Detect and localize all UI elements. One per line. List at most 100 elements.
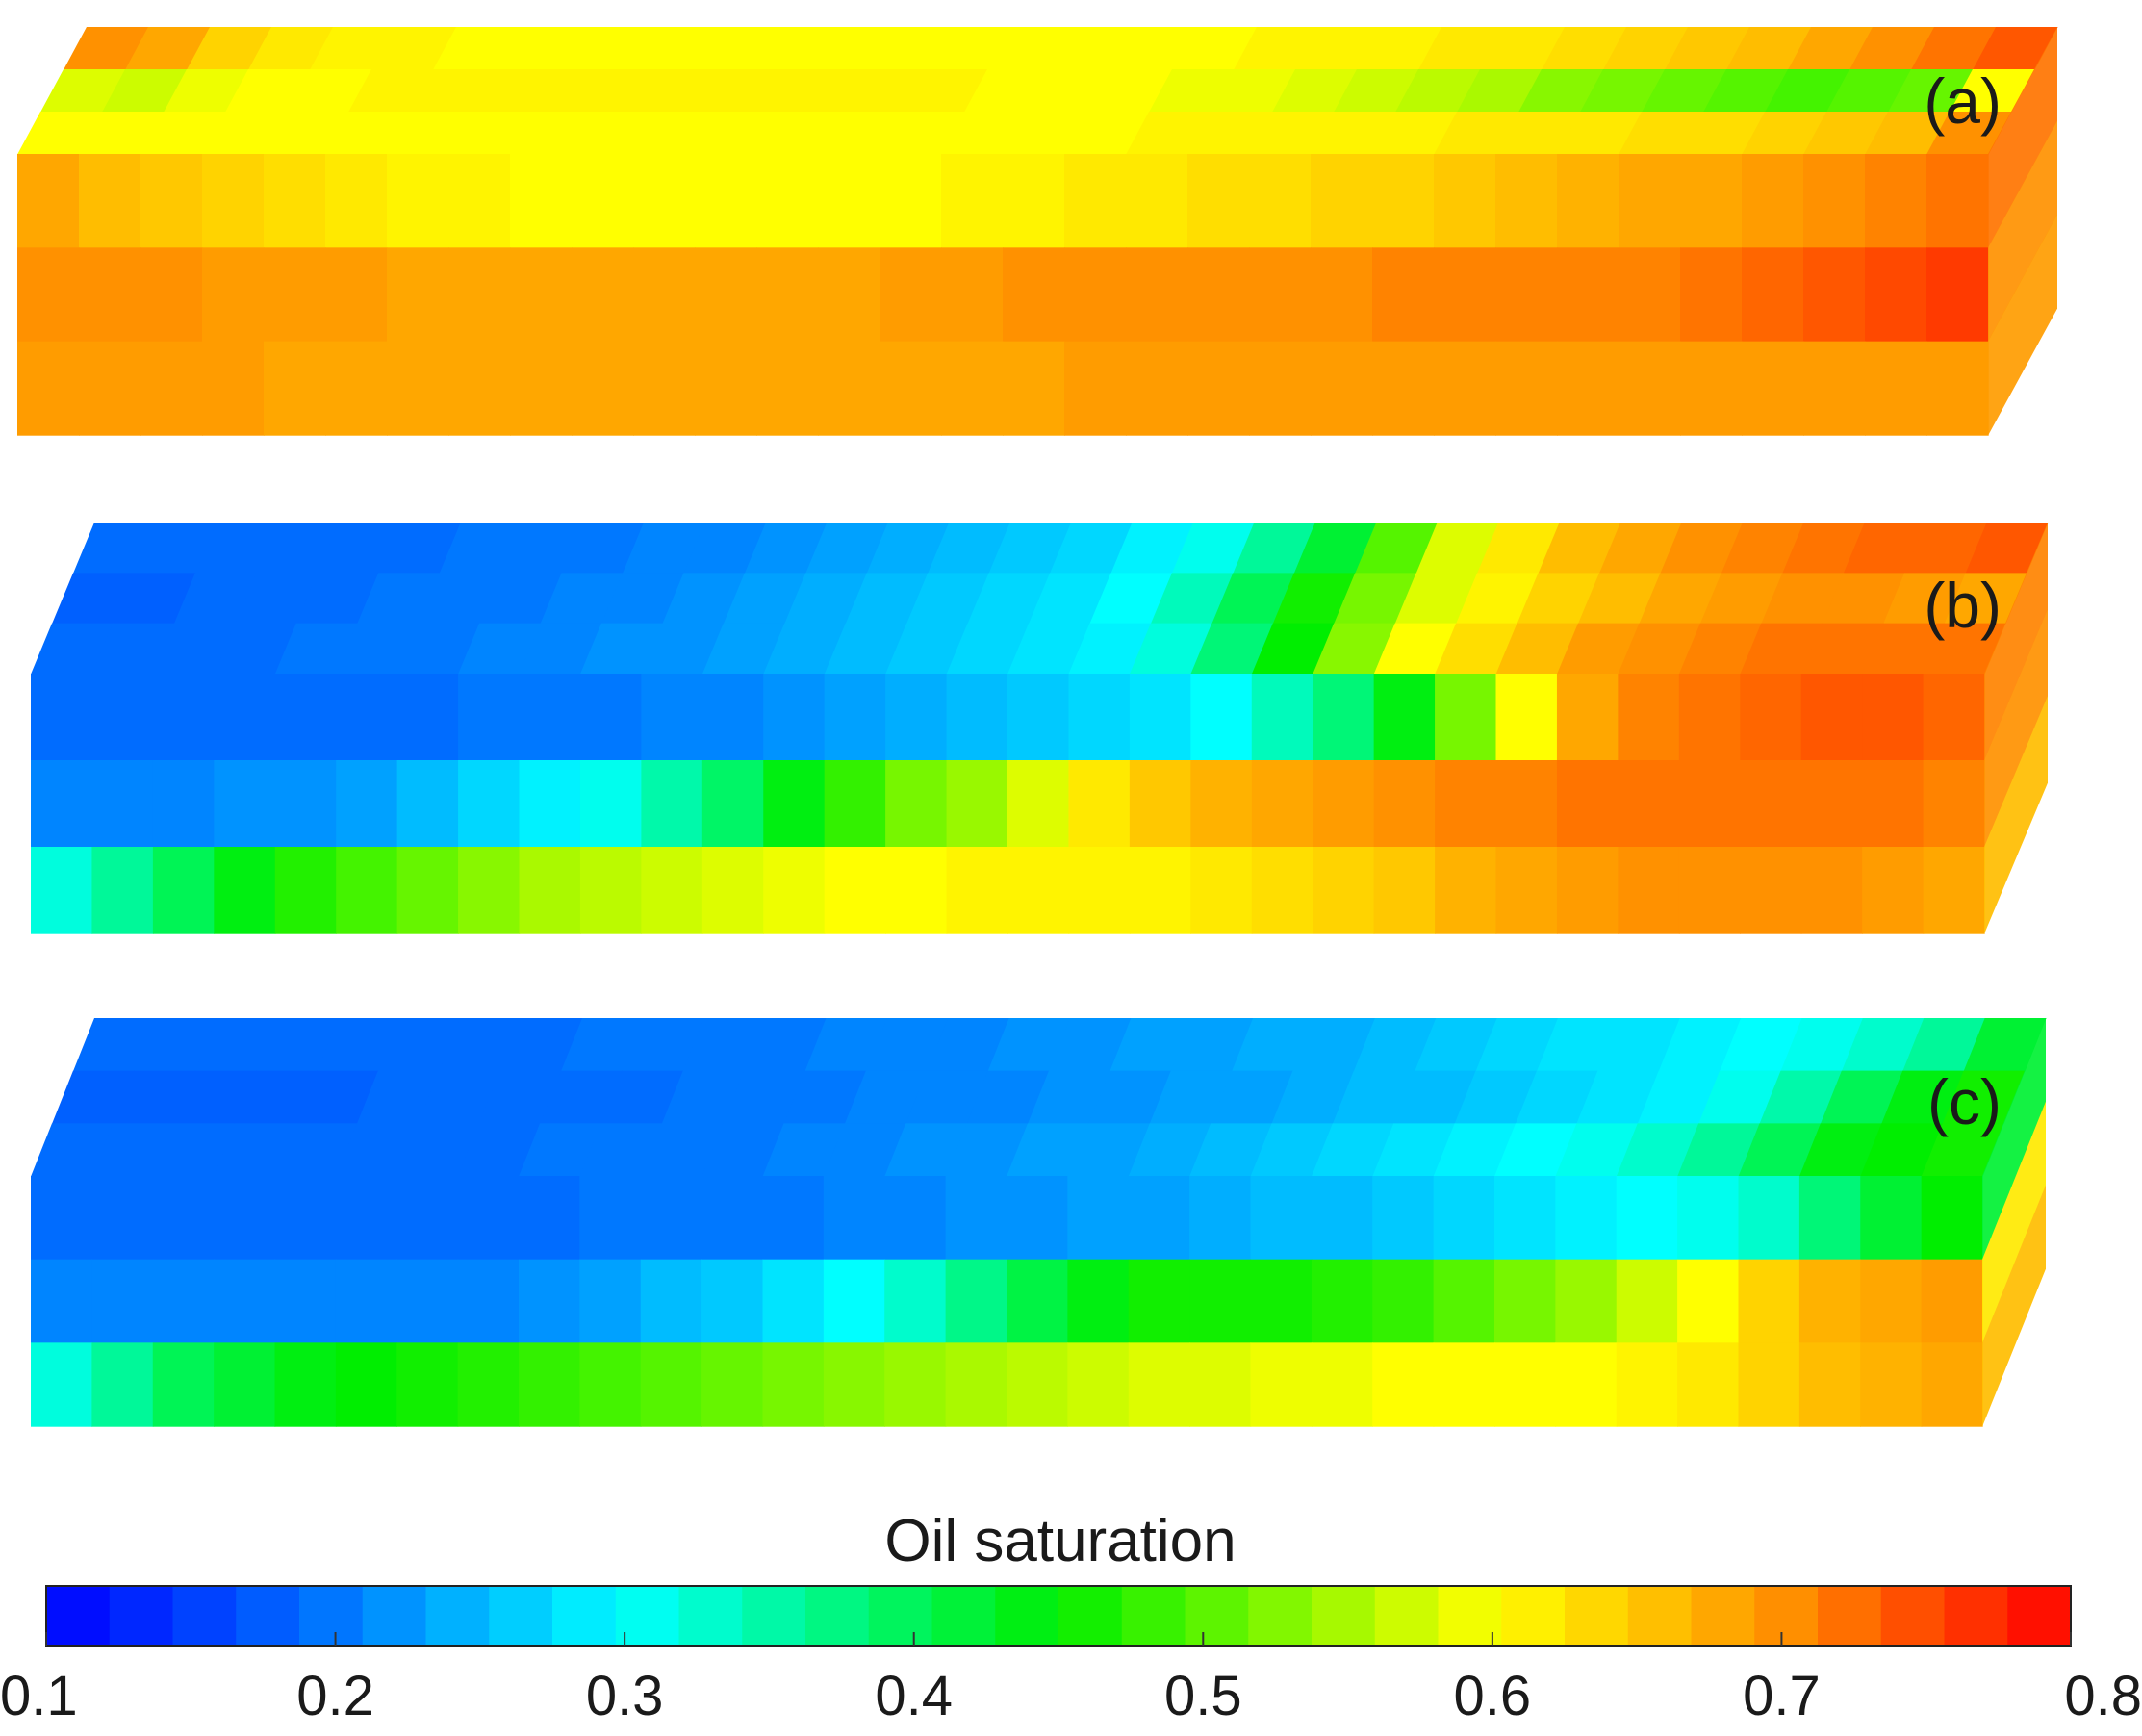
top-cell <box>152 623 236 675</box>
front-cell <box>1738 1259 1800 1344</box>
top-cell <box>410 69 496 113</box>
top-cell <box>1293 523 1377 574</box>
top-cell <box>479 573 563 625</box>
top-cell <box>52 573 136 625</box>
front-cell <box>274 1259 337 1344</box>
panel-b <box>31 523 2049 934</box>
front-cell <box>1495 760 1558 848</box>
front-cell <box>152 760 216 848</box>
front-cell <box>1068 760 1131 848</box>
top-cell <box>134 523 217 574</box>
top-cell <box>1110 523 1194 574</box>
front-cell <box>1740 760 1802 848</box>
top-cell <box>1637 1070 1721 1124</box>
top-cell <box>579 623 663 675</box>
front-cell <box>884 1259 947 1344</box>
top-cell <box>31 623 115 675</box>
top-cell <box>378 523 462 574</box>
top-cell <box>779 69 865 113</box>
top-cell <box>841 69 927 113</box>
top-cell <box>880 112 965 155</box>
top-cell <box>439 523 523 574</box>
front-cell <box>1372 247 1435 343</box>
top-cell <box>1190 623 1274 675</box>
top-cell <box>1973 27 2058 70</box>
front-cell <box>1740 674 1802 761</box>
top-cell <box>723 1070 806 1124</box>
top-cell <box>448 112 534 155</box>
top-cell <box>357 573 441 625</box>
front-cell <box>763 847 826 934</box>
top-cell <box>17 112 103 155</box>
top-cell <box>1820 1070 1903 1124</box>
top-cell <box>1251 623 1335 675</box>
colorbar-band <box>1880 1586 1946 1646</box>
top-cell <box>1862 623 1946 675</box>
front-cell <box>91 1259 154 1344</box>
top-cell <box>472 69 557 113</box>
top-cell <box>1721 523 1804 574</box>
top-cell <box>1357 27 1442 70</box>
top-cell <box>396 623 480 675</box>
front-cell <box>1250 1342 1313 1427</box>
top-cell <box>1007 623 1091 675</box>
top-cell <box>622 1018 705 1072</box>
front-cell <box>1250 1176 1313 1261</box>
top-cell <box>1149 1070 1233 1124</box>
front-cell <box>31 1176 93 1261</box>
colorbar-band <box>1818 1586 1882 1646</box>
top-cell <box>1395 69 1481 113</box>
front-cell <box>1555 1176 1618 1261</box>
top-cell <box>1860 1123 1944 1177</box>
front-cell <box>1557 247 1619 343</box>
top-cell <box>235 573 319 625</box>
top-cell <box>274 1123 358 1177</box>
top-cell <box>73 523 157 574</box>
front-cell <box>579 1342 642 1427</box>
top-cell <box>967 573 1051 625</box>
top-cell <box>540 1070 623 1124</box>
top-cell <box>1950 69 2035 113</box>
front-cell <box>572 154 634 249</box>
top-cell <box>928 523 1011 574</box>
top-cell <box>1658 1018 1742 1072</box>
top-cell <box>1742 112 1827 155</box>
front-cell <box>335 1342 397 1427</box>
top-cell <box>396 1123 480 1177</box>
front-cell <box>945 1342 1007 1427</box>
front-cell <box>1003 154 1065 249</box>
top-cell <box>744 1018 828 1072</box>
front-cell <box>1003 341 1065 436</box>
front-cell <box>396 1259 459 1344</box>
front-cell <box>1742 154 1804 249</box>
top-cell <box>1542 27 1627 70</box>
top-cell <box>1026 69 1111 113</box>
top-cell <box>194 1018 278 1072</box>
top-cell <box>533 69 619 113</box>
top-cell <box>1639 573 1722 625</box>
front-cell <box>1311 154 1373 249</box>
front-cell <box>448 154 511 249</box>
front-cell <box>823 1342 885 1427</box>
top-cell <box>756 112 842 155</box>
top-cell <box>1187 112 1273 155</box>
front-cell <box>1921 1176 1983 1261</box>
colorbar-band <box>1374 1586 1440 1646</box>
front-cell <box>91 1176 154 1261</box>
colorbar-tick-label: 0.5 <box>1164 1665 1242 1727</box>
top-cell <box>885 623 969 675</box>
colorbar-band <box>995 1586 1059 1646</box>
front-cell <box>701 1342 764 1427</box>
front-cell <box>1926 154 1989 249</box>
top-cell <box>1576 1070 1660 1124</box>
front-cell <box>457 1176 520 1261</box>
top-cell <box>1234 27 1319 70</box>
top-cell <box>1393 1070 1477 1124</box>
front-cell <box>1865 247 1927 343</box>
front-cell <box>264 154 326 249</box>
top-cell <box>1703 69 1789 113</box>
front-cell <box>1619 154 1681 249</box>
front-cell <box>1007 1259 1069 1344</box>
front-cell <box>880 247 942 343</box>
top-cell <box>1963 1018 2047 1072</box>
